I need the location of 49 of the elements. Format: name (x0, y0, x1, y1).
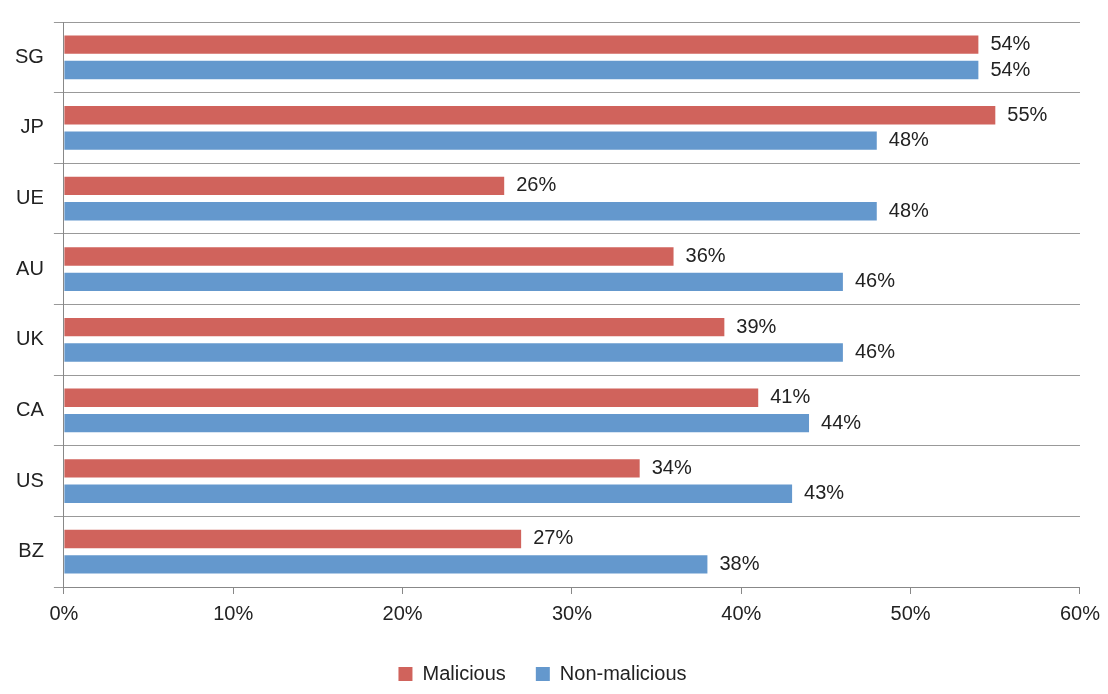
x-tick-label: 10% (213, 601, 254, 624)
y-tick-label: JP (20, 115, 44, 138)
y-tick-label: AU (16, 256, 44, 279)
bar (64, 202, 877, 221)
bar (64, 343, 843, 362)
data-label: 55% (1007, 102, 1048, 125)
bar (64, 529, 522, 549)
y-tick-label: US (16, 468, 44, 491)
data-label: 38% (719, 551, 760, 574)
bar (64, 35, 979, 54)
legend-label: Malicious (422, 661, 506, 684)
data-label: 34% (651, 455, 692, 478)
bar (64, 60, 979, 80)
data-label: 43% (804, 481, 845, 504)
y-tick-label: CA (16, 397, 45, 420)
bar (64, 459, 640, 478)
x-tick-label: 40% (721, 601, 762, 624)
data-label: 48% (888, 128, 930, 151)
bar (64, 317, 725, 337)
data-label: 44% (821, 410, 862, 433)
x-tick-label: 50% (890, 601, 931, 624)
data-label: 41% (770, 385, 811, 408)
y-tick-label: SG (14, 44, 44, 67)
data-label: 39% (736, 314, 777, 337)
y-tick-label: UK (16, 327, 45, 350)
bar (64, 176, 505, 195)
bar (64, 388, 759, 407)
data-label: 46% (854, 340, 896, 363)
y-tick-label: UE (16, 186, 44, 209)
x-tick-label: 20% (382, 601, 423, 624)
bar (64, 484, 793, 503)
bar (64, 131, 877, 150)
data-label: 54% (990, 32, 1031, 55)
data-label: 26% (516, 173, 557, 196)
x-tick-label: 60% (1059, 601, 1101, 624)
data-label: 27% (533, 526, 574, 549)
bar (64, 247, 674, 266)
legend-label: Non-malicious (559, 661, 687, 684)
data-label: 48% (888, 198, 930, 221)
data-label: 54% (990, 57, 1031, 80)
bar (64, 272, 843, 292)
data-label: 46% (854, 269, 896, 292)
x-tick-label: 30% (551, 601, 593, 624)
bar (64, 106, 996, 125)
bar (64, 555, 708, 574)
bar (64, 414, 810, 433)
x-tick-label: 0% (49, 601, 79, 624)
data-label: 36% (685, 243, 726, 266)
y-tick-label: BZ (18, 539, 44, 562)
